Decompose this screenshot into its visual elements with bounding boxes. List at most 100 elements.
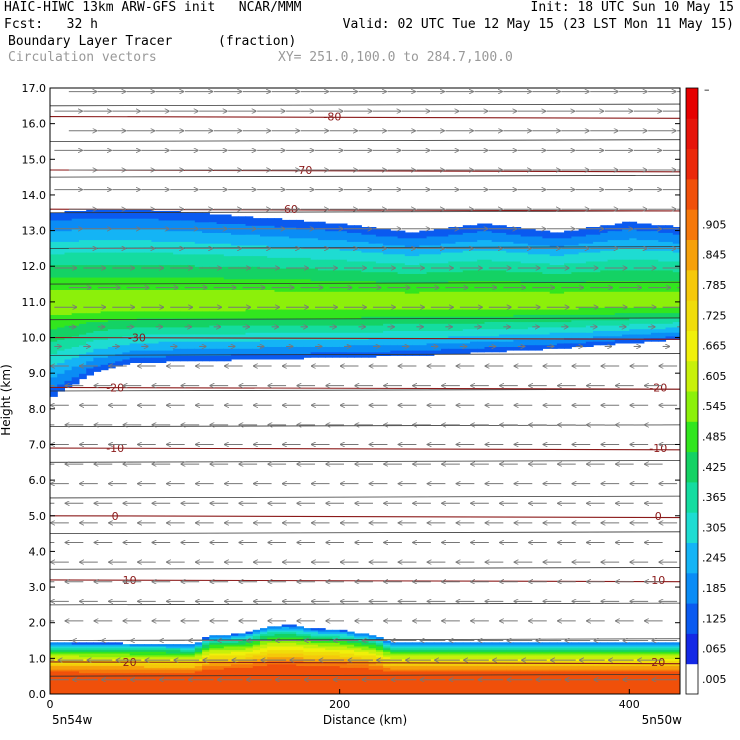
tracer-cell bbox=[441, 323, 449, 331]
tracer-cell bbox=[571, 654, 580, 659]
tracer-field bbox=[50, 209, 680, 694]
tracer-cell bbox=[470, 291, 478, 310]
tracer-cell bbox=[136, 228, 145, 241]
tracer-cell bbox=[585, 653, 594, 656]
tracer-cell bbox=[513, 339, 522, 347]
tracer-cell bbox=[455, 653, 464, 656]
tracer-cell bbox=[622, 334, 630, 340]
tracer-cell bbox=[383, 282, 391, 292]
tracer-cell bbox=[332, 317, 341, 326]
tracer-cell bbox=[593, 341, 601, 346]
tracer-cell bbox=[643, 323, 652, 330]
tracer-cell bbox=[636, 642, 645, 645]
tracer-cell bbox=[209, 214, 218, 223]
tracer-cell bbox=[296, 291, 304, 310]
tracer-cell bbox=[629, 248, 638, 260]
tracer-cell bbox=[194, 645, 203, 649]
y-tick-label: 3.0 bbox=[29, 581, 47, 594]
tracer-cell bbox=[585, 670, 594, 694]
tracer-cell bbox=[506, 271, 514, 282]
tracer-cell bbox=[448, 651, 457, 654]
tracer-cell bbox=[607, 319, 616, 326]
tracer-cell bbox=[571, 319, 580, 328]
tracer-cell bbox=[506, 647, 514, 651]
tracer-cell bbox=[477, 647, 485, 651]
tracer-cell bbox=[129, 319, 138, 328]
tracer-cell bbox=[470, 316, 478, 324]
tracer-cell bbox=[527, 669, 536, 672]
tracer-cell bbox=[361, 309, 370, 317]
tracer-cell bbox=[404, 237, 413, 248]
tracer-cell bbox=[50, 658, 58, 661]
tracer-cell bbox=[57, 642, 65, 645]
tracer-cell bbox=[383, 351, 391, 356]
y-tick-label: 9.0 bbox=[29, 367, 47, 380]
tracer-cell bbox=[165, 219, 174, 232]
tracer-cell bbox=[151, 672, 160, 694]
colorbar-swatch bbox=[686, 88, 698, 119]
header-model-title: HAIC-HIWC 13km ARW-GFS init NCAR/MMM bbox=[4, 0, 302, 15]
contour-line bbox=[50, 317, 680, 321]
tracer-cell bbox=[535, 253, 543, 264]
tracer-cell bbox=[281, 257, 290, 269]
tracer-cell bbox=[303, 257, 312, 269]
tracer-cell bbox=[245, 631, 254, 634]
tracer-cell bbox=[231, 353, 239, 360]
tracer-cell bbox=[607, 325, 616, 331]
tracer-cell bbox=[470, 642, 478, 645]
tracer-cell bbox=[614, 649, 623, 652]
tracer-cell bbox=[441, 316, 449, 324]
tracer-cell bbox=[390, 642, 399, 645]
tracer-cell bbox=[325, 230, 333, 241]
tracer-cell bbox=[404, 232, 413, 239]
tracer-cell bbox=[209, 317, 218, 326]
tracer-cell bbox=[231, 642, 239, 645]
tracer-cell bbox=[194, 266, 203, 278]
tracer-cell bbox=[93, 239, 102, 253]
tracer-cell bbox=[470, 669, 478, 672]
tracer-cell bbox=[216, 642, 225, 645]
tracer-cell bbox=[122, 335, 131, 346]
tracer-cell bbox=[672, 317, 680, 323]
tracer-cell bbox=[310, 268, 319, 282]
tracer-cell bbox=[527, 654, 536, 659]
tracer-cell bbox=[194, 669, 203, 672]
tracer-cell bbox=[578, 252, 587, 264]
tracer-cell bbox=[375, 337, 384, 346]
tracer-cell bbox=[303, 228, 312, 239]
tracer-cell bbox=[194, 317, 203, 328]
tracer-cell bbox=[651, 647, 659, 651]
tracer-cell bbox=[397, 654, 406, 659]
tracer-cell bbox=[600, 647, 609, 651]
tracer-cell bbox=[216, 317, 225, 326]
tracer-cell bbox=[585, 314, 594, 321]
tracer-cell bbox=[470, 644, 478, 647]
tracer-cell bbox=[433, 644, 442, 647]
tracer-cell bbox=[64, 647, 73, 651]
tracer-cell bbox=[267, 635, 275, 638]
tracer-cell bbox=[375, 282, 384, 292]
tracer-cell bbox=[260, 635, 268, 640]
tracer-cell bbox=[325, 631, 333, 634]
tracer-cell bbox=[564, 654, 572, 659]
tracer-cell bbox=[252, 255, 261, 267]
tracer-cell bbox=[412, 653, 420, 656]
tracer-cell bbox=[527, 647, 536, 651]
tracer-cell bbox=[549, 264, 558, 274]
tracer-cell bbox=[361, 227, 370, 235]
tracer-cell bbox=[310, 651, 319, 656]
tracer-cell bbox=[71, 654, 80, 659]
tracer-cell bbox=[375, 654, 384, 658]
tracer-cell bbox=[556, 658, 565, 661]
tracer-cell bbox=[441, 243, 449, 253]
tracer-cell bbox=[477, 669, 485, 672]
tracer-cell bbox=[310, 259, 319, 269]
tracer-cell bbox=[433, 228, 442, 237]
tracer-cell bbox=[585, 663, 594, 667]
tracer-cell bbox=[310, 642, 319, 645]
tracer-cell bbox=[614, 291, 623, 308]
tracer-cell bbox=[107, 645, 116, 649]
tracer-cell bbox=[527, 642, 536, 645]
tracer-cell bbox=[520, 262, 529, 273]
tracer-cell bbox=[426, 669, 435, 672]
